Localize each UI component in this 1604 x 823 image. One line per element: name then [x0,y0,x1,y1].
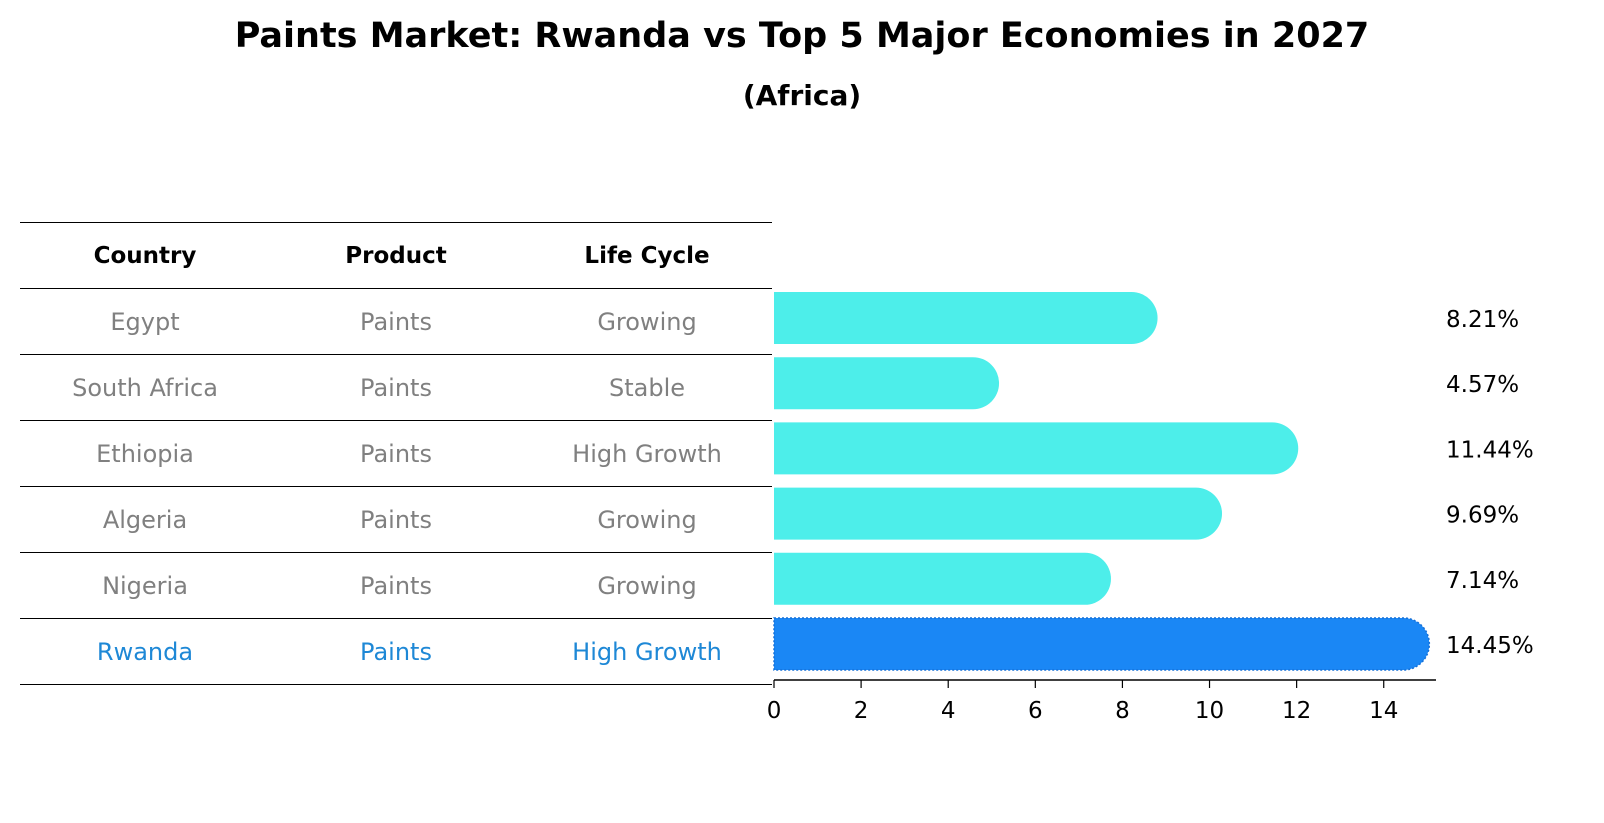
value-label: 14.45% [1446,633,1534,659]
life-cycle-cell: Growing [597,505,697,534]
country-cell: Rwanda [96,637,194,666]
country-cell: Egypt [110,307,180,336]
life-cycle-cell: Growing [597,571,697,600]
table-row-highlighted: Rwanda Paints High Growth [20,618,772,685]
product-cell: Paints [360,439,432,468]
table-row: Algeria Paints Growing [20,486,772,552]
value-label: 9.69% [1446,503,1519,529]
country-cell: Ethiopia [96,439,194,468]
table-row: South Africa Paints Stable [20,354,772,420]
table-row: Egypt Paints Growing [20,288,772,354]
chart-subtitle: (Africa) [742,79,862,112]
x-tick-label: 2 [854,698,869,724]
x-tick-label: 8 [1115,698,1130,724]
x-tick-label: 14 [1369,698,1398,724]
life-cycle-cell: High Growth [572,439,722,468]
bar [774,292,1158,344]
x-tick-label: 10 [1195,698,1224,724]
country-cell: Algeria [102,505,188,534]
bar [774,552,1111,605]
value-label: 4.57% [1446,372,1519,398]
table-header-row: Country Product Life Cycle [20,222,772,288]
x-tick-label: 12 [1282,698,1311,724]
x-tick-label: 6 [1028,698,1043,724]
life-cycle-cell: Growing [597,307,697,336]
product-cell: Paints [360,307,432,336]
value-label: 7.14% [1446,568,1519,594]
x-tick-label: 0 [767,698,782,724]
bar [774,422,1299,475]
table-row: Ethiopia Paints High Growth [20,420,772,486]
header-country: Country [93,242,197,269]
table-row: Nigeria Paints Growing [20,552,772,618]
chart-title: Paints Market: Rwanda vs Top 5 Major Eco… [234,16,1370,56]
life-cycle-cell: Stable [608,373,686,402]
x-tick-label: 4 [941,698,956,724]
country-cell: South Africa [72,373,218,402]
bar [774,357,1000,410]
life-cycle-cell: High Growth [572,637,722,666]
product-cell: Paints [360,637,432,666]
bar-highlighted [773,617,1431,671]
value-label: 11.44% [1446,437,1534,463]
bar [774,487,1223,540]
country-cell: Nigeria [102,571,188,600]
product-cell: Paints [360,571,432,600]
value-label: 8.21% [1446,307,1519,333]
header-product: Product [345,242,447,269]
product-cell: Paints [360,505,432,534]
growth-bar-chart: 8.21% 4.57% 11.44% 9.69% 7.14% 14.45% 0 2 4 6 8 10 1… [767,292,1534,724]
product-cell: Paints [360,373,432,402]
market-table: Country Product Life Cycle Egypt Paints … [20,222,772,685]
header-life-cycle: Life Cycle [584,242,710,269]
